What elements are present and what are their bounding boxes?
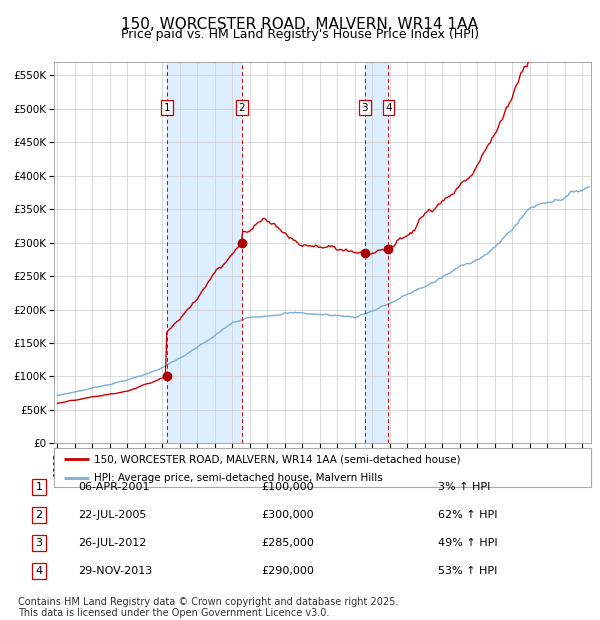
Text: 49% ↑ HPI: 49% ↑ HPI — [438, 538, 497, 548]
Text: 150, WORCESTER ROAD, MALVERN, WR14 1AA: 150, WORCESTER ROAD, MALVERN, WR14 1AA — [121, 17, 479, 32]
Text: 4: 4 — [35, 566, 43, 576]
Bar — [167, 62, 242, 443]
Text: Contains HM Land Registry data © Crown copyright and database right 2025.
This d: Contains HM Land Registry data © Crown c… — [18, 596, 398, 618]
Text: £100,000: £100,000 — [262, 482, 314, 492]
Text: 06-APR-2001: 06-APR-2001 — [78, 482, 149, 492]
Text: 3: 3 — [362, 103, 368, 113]
Text: 53% ↑ HPI: 53% ↑ HPI — [438, 566, 497, 576]
Text: £290,000: £290,000 — [262, 566, 314, 576]
Text: 2: 2 — [35, 510, 43, 520]
Text: 62% ↑ HPI: 62% ↑ HPI — [438, 510, 497, 520]
Text: 26-JUL-2012: 26-JUL-2012 — [78, 538, 146, 548]
Text: 1: 1 — [164, 103, 170, 113]
Text: 29-NOV-2013: 29-NOV-2013 — [78, 566, 152, 576]
Text: 150, WORCESTER ROAD, MALVERN, WR14 1AA (semi-detached house): 150, WORCESTER ROAD, MALVERN, WR14 1AA (… — [94, 454, 461, 464]
Text: £300,000: £300,000 — [262, 510, 314, 520]
Text: 4: 4 — [385, 103, 392, 113]
Text: 1: 1 — [35, 482, 43, 492]
Text: HPI: Average price, semi-detached house, Malvern Hills: HPI: Average price, semi-detached house,… — [94, 473, 383, 483]
Text: 3% ↑ HPI: 3% ↑ HPI — [438, 482, 490, 492]
Text: £285,000: £285,000 — [262, 538, 314, 548]
Text: 2: 2 — [239, 103, 245, 113]
Text: 22-JUL-2005: 22-JUL-2005 — [78, 510, 146, 520]
Text: 3: 3 — [35, 538, 43, 548]
Text: Price paid vs. HM Land Registry's House Price Index (HPI): Price paid vs. HM Land Registry's House … — [121, 28, 479, 41]
Bar — [365, 62, 388, 443]
